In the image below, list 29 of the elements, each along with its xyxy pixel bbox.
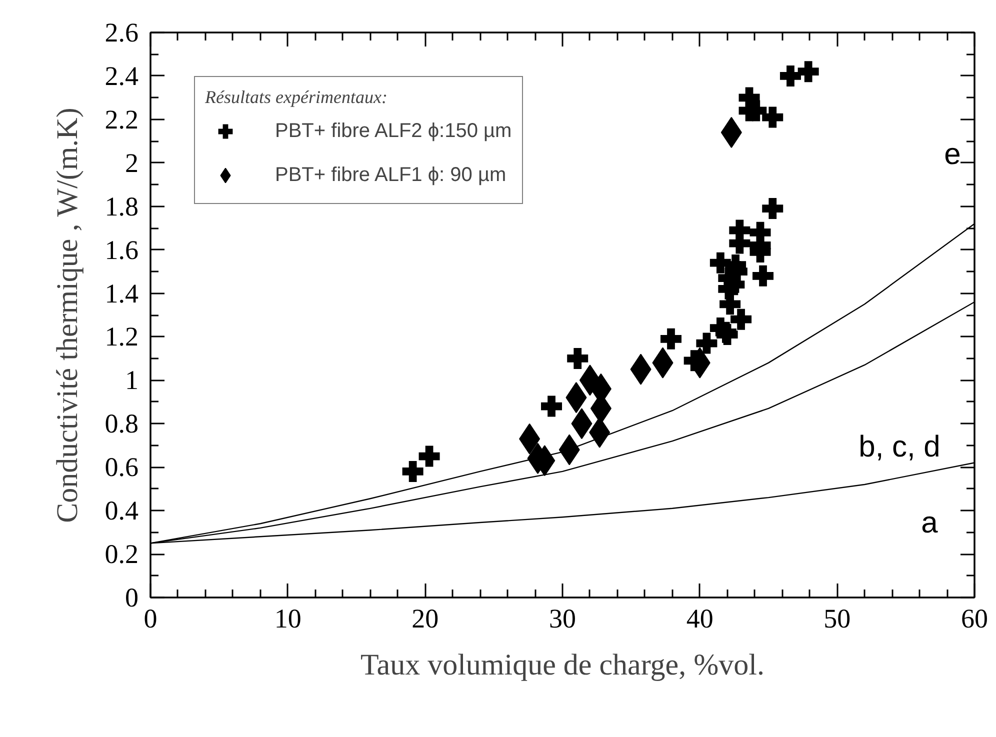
annotation: a bbox=[921, 506, 938, 540]
y-tick-label: 0.6 bbox=[104, 452, 138, 482]
y-axis-title: Conductivité thermique , W/(m.K) bbox=[50, 108, 84, 523]
x-axis-title: Taux volumique de charge, %vol. bbox=[360, 648, 764, 682]
y-tick-label: 2.6 bbox=[104, 18, 138, 48]
legend-label: PBT+ fibre ALF2 ϕ:150 µm bbox=[275, 120, 512, 142]
y-tick-label: 1.2 bbox=[104, 322, 138, 352]
x-tick-label: 40 bbox=[686, 604, 714, 634]
y-tick-label: 0 bbox=[125, 582, 138, 612]
legend-label: PBT+ fibre ALF1 ϕ: 90 µm bbox=[275, 164, 506, 186]
y-tick-label: 1.8 bbox=[104, 191, 138, 222]
annotation: b, c, d bbox=[858, 430, 940, 464]
y-tick-label: 2.2 bbox=[104, 104, 138, 134]
y-tick-label: 2 bbox=[125, 148, 138, 178]
y-tick-label: 1.4 bbox=[104, 278, 139, 308]
legend-title: Résultats expérimentaux: bbox=[205, 87, 388, 108]
annotation: e bbox=[944, 138, 961, 172]
x-tick-label: 60 bbox=[961, 604, 988, 634]
y-tick-label: 0.4 bbox=[104, 496, 139, 526]
x-tick-label: 50 bbox=[824, 604, 851, 634]
x-tick-label: 10 bbox=[274, 604, 302, 634]
y-tick-label: 0.8 bbox=[104, 408, 138, 439]
y-tick-label: 1 bbox=[125, 365, 138, 396]
x-tick-label: 30 bbox=[549, 604, 576, 634]
x-tick-label: 20 bbox=[412, 604, 439, 634]
y-tick-label: 0.2 bbox=[104, 539, 138, 570]
x-tick-label: 0 bbox=[144, 604, 158, 634]
y-tick-label: 2.4 bbox=[104, 60, 139, 91]
y-tick-label: 1.6 bbox=[104, 234, 138, 265]
